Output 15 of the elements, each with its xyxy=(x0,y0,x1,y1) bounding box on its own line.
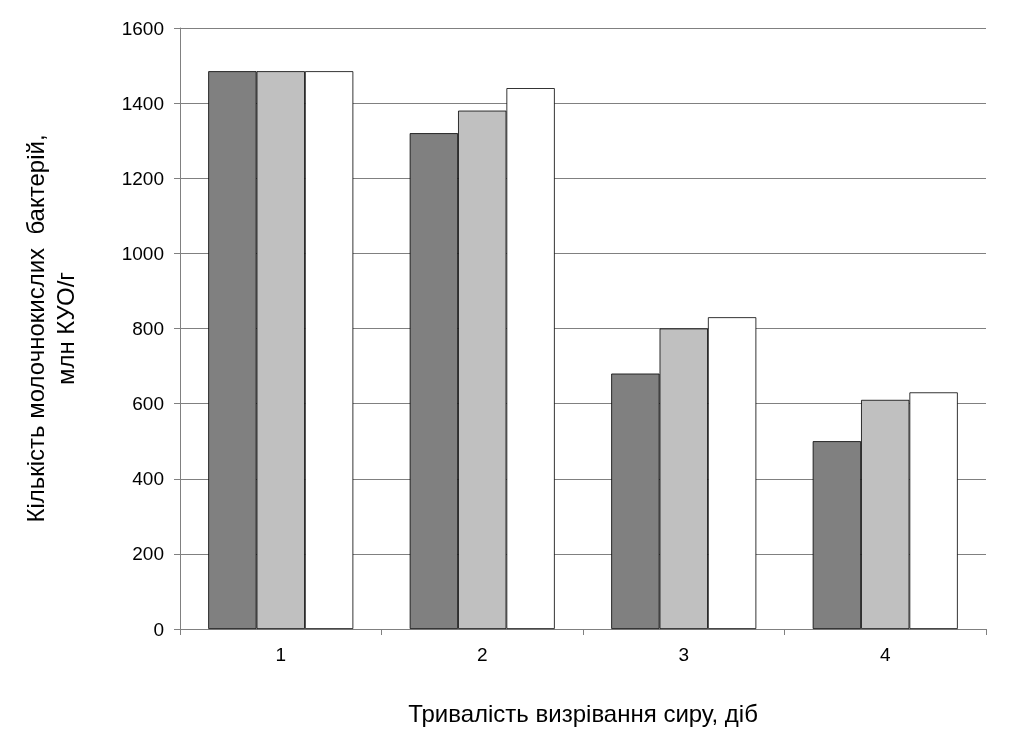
y-tick-label: 1400 xyxy=(121,92,164,114)
y-tick-label: 200 xyxy=(132,543,164,565)
y-tick-label: 1000 xyxy=(121,242,164,264)
x-axis-title: Тривалість визрівання сиру, діб xyxy=(408,699,758,727)
x-tick-label: 1 xyxy=(275,644,287,665)
y-tick-label: 0 xyxy=(153,618,164,640)
y-tick-label: 1200 xyxy=(121,167,164,189)
y-tick-label: 600 xyxy=(132,393,164,415)
y-axis-title: Кількість молочнокислих бактерій, млн КУО/г xyxy=(21,134,79,523)
x-tick-label: 2 xyxy=(476,644,488,665)
y-tick-label: 800 xyxy=(132,318,164,339)
y-tick-label: 400 xyxy=(132,468,164,490)
x-tick-label: 3 xyxy=(678,644,690,665)
x-tick-label: 4 xyxy=(879,644,891,665)
y-tick-label: 1600 xyxy=(121,17,164,39)
